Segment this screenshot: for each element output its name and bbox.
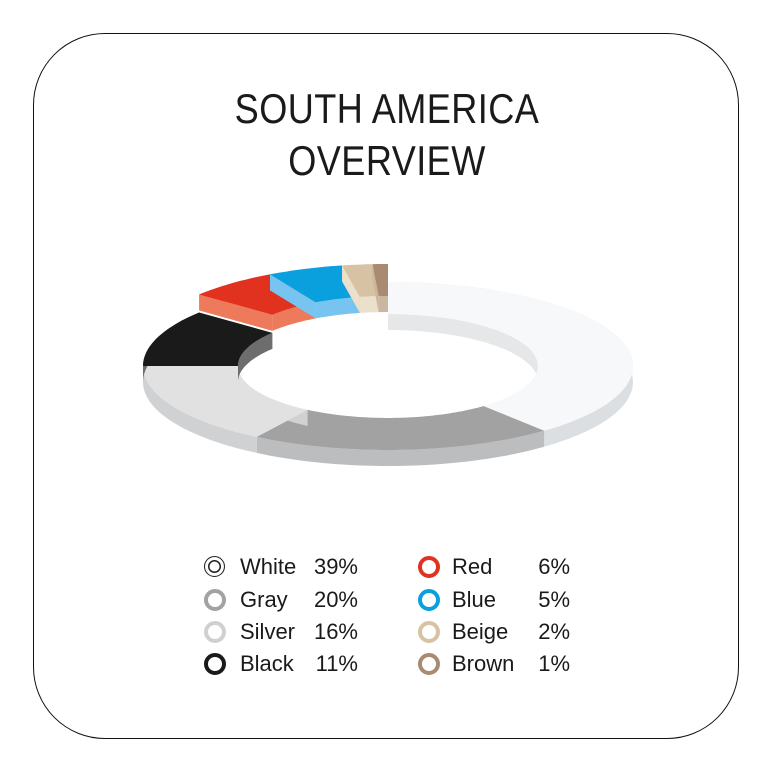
slice-inner-wall-black [238, 332, 273, 382]
legend-swatch-black [204, 653, 226, 675]
legend-label: Red [452, 554, 493, 579]
legend-label: Black [240, 651, 294, 676]
legend-percent: 1% [538, 651, 570, 676]
legend-swatch-brown [418, 653, 440, 675]
legend-percent: 6% [538, 554, 570, 579]
slice-inner-wall-blue [315, 296, 360, 319]
slice-black [143, 312, 273, 366]
slice-beige [342, 264, 379, 297]
slice-inner-wall-beige [359, 296, 379, 313]
slice-end-cap-red [199, 294, 273, 331]
legend-swatch-silver [204, 621, 226, 643]
legend-label: White [240, 554, 297, 579]
legend-label: Gray [240, 587, 288, 612]
slice-white [388, 282, 633, 431]
legend-label: Brown [452, 651, 515, 676]
chart-title-line-1: SOUTH AMERICA [234, 85, 540, 132]
slice-gray [256, 406, 545, 450]
slice-end-cap-brown [372, 264, 379, 313]
slice-inner-wall-white [388, 314, 538, 423]
slice-outer-wall-silver [143, 366, 257, 453]
legend-swatch-blue [418, 589, 440, 611]
legend-swatch-beige [418, 621, 440, 643]
slice-red [199, 274, 316, 315]
card-frame [33, 33, 739, 739]
slice-brown [372, 264, 388, 297]
slice-silver [143, 366, 308, 437]
legend-label: Blue [452, 587, 497, 612]
legend-swatch-red [418, 556, 440, 578]
legend-percent: 5% [538, 587, 570, 612]
legend-percent: 39% [313, 554, 358, 579]
legend-percent: 20% [313, 587, 358, 612]
slice-outer-wall-gray [256, 430, 545, 466]
legend-percent: 2% [538, 619, 570, 644]
slice-inner-wall-brown [378, 296, 388, 313]
slice-end-cap-blue [270, 274, 316, 319]
slice-end-cap-beige [342, 265, 360, 313]
chart-title-line-2: OVERVIEW [288, 137, 486, 184]
legend-label: Silver [240, 619, 296, 644]
legend-percent: 11% [315, 651, 358, 676]
slice-blue [270, 265, 360, 303]
legend-swatch-gray [204, 589, 226, 611]
legend-percent: 16% [313, 619, 358, 644]
legend-label: Beige [452, 619, 509, 644]
legend-swatch-white [204, 556, 225, 577]
